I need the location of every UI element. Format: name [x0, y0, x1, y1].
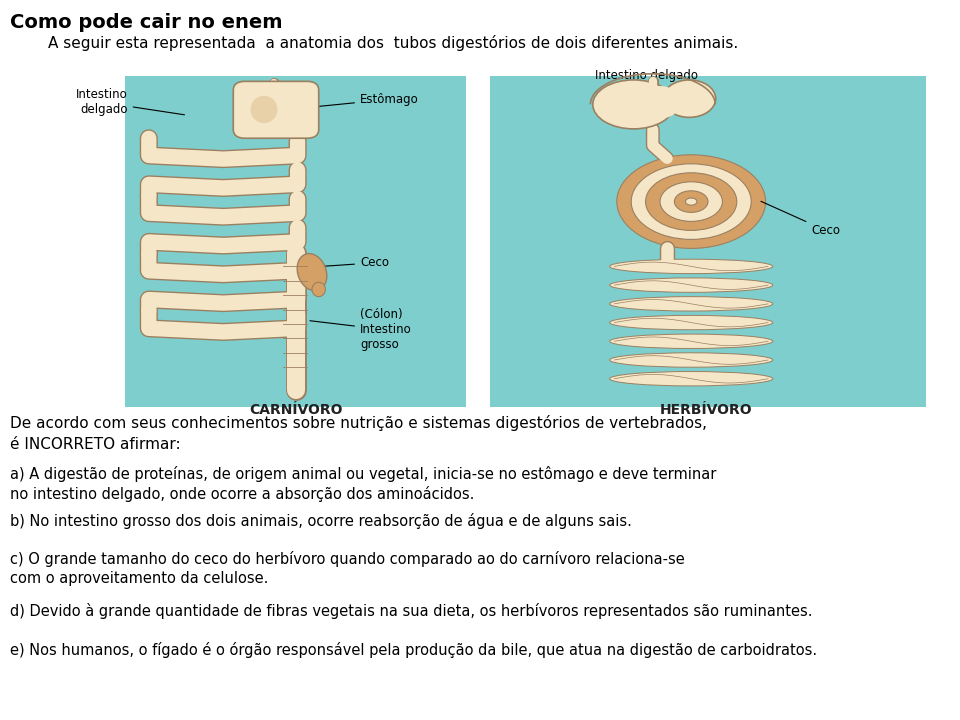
Ellipse shape: [640, 86, 681, 119]
Ellipse shape: [610, 297, 773, 311]
Text: d) Devido à grande quantidade de fibras vegetais na sua dieta, os herbívoros rep: d) Devido à grande quantidade de fibras …: [10, 603, 812, 618]
Ellipse shape: [298, 253, 326, 291]
Ellipse shape: [632, 164, 751, 239]
Text: (Cólon)
Intestino
grosso: (Cólon) Intestino grosso: [310, 308, 412, 351]
Text: Ceco: Ceco: [324, 256, 389, 269]
Ellipse shape: [645, 173, 737, 230]
Ellipse shape: [610, 372, 773, 386]
Text: CARNÍVORO: CARNÍVORO: [249, 403, 343, 417]
Text: a) A digestão de proteínas, de origem animal ou vegetal, inicia-se no estômago e: a) A digestão de proteínas, de origem an…: [10, 466, 716, 503]
Ellipse shape: [674, 191, 708, 212]
Text: Estômago: Estômago: [305, 93, 419, 108]
Text: Intestino
delgado: Intestino delgado: [76, 89, 184, 116]
Ellipse shape: [610, 315, 773, 330]
Ellipse shape: [610, 353, 773, 367]
Text: Ceco: Ceco: [761, 202, 840, 237]
Ellipse shape: [610, 278, 773, 292]
Ellipse shape: [660, 182, 722, 222]
Text: HERBÍVORO: HERBÍVORO: [660, 403, 752, 417]
Text: Como pode cair no enem: Como pode cair no enem: [10, 13, 282, 32]
Text: A seguir esta representada  a anatomia dos  tubos digestórios de dois diferentes: A seguir esta representada a anatomia do…: [48, 35, 738, 50]
Text: b) No intestino grosso dos dois animais, ocorre reabsorção de água e de alguns s: b) No intestino grosso dos dois animais,…: [10, 513, 632, 529]
Bar: [125, 76, 466, 407]
Bar: [490, 76, 926, 407]
Ellipse shape: [662, 80, 715, 117]
Text: c) O grande tamanho do ceco do herbívoro quando comparado ao do carnívoro relaci: c) O grande tamanho do ceco do herbívoro…: [10, 551, 684, 586]
Ellipse shape: [616, 155, 765, 248]
Ellipse shape: [610, 334, 773, 348]
Text: De acordo com seus conhecimentos sobre nutrição e sistemas digestórios de verteb: De acordo com seus conhecimentos sobre n…: [10, 415, 707, 451]
Ellipse shape: [610, 259, 773, 274]
Text: e) Nos humanos, o fígado é o órgão responsável pela produção da bile, que atua n: e) Nos humanos, o fígado é o órgão respo…: [10, 642, 817, 658]
Ellipse shape: [685, 198, 697, 205]
Ellipse shape: [593, 80, 674, 129]
Ellipse shape: [251, 96, 277, 123]
FancyBboxPatch shape: [233, 81, 319, 138]
Ellipse shape: [312, 282, 325, 297]
Text: Intestino delgado: Intestino delgado: [595, 69, 698, 88]
